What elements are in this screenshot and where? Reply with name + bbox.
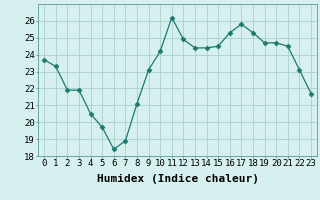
X-axis label: Humidex (Indice chaleur): Humidex (Indice chaleur) [97, 174, 259, 184]
